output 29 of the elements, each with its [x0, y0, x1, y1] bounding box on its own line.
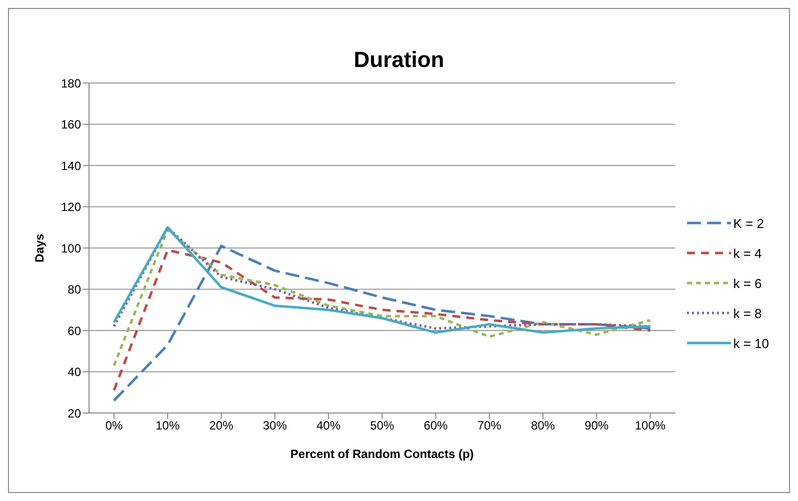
x-tick-label: 70%: [477, 418, 502, 433]
x-tick-label: 90%: [584, 418, 609, 433]
legend-label: k = 10: [733, 336, 769, 350]
y-tick-label: 180: [60, 76, 82, 90]
x-tick-label: 0%: [105, 418, 123, 433]
y-tick-label: 120: [60, 200, 82, 214]
y-tick-label: 20: [68, 406, 82, 420]
x-tick-label: 30%: [262, 418, 288, 433]
chart-title: Duration: [352, 47, 446, 73]
y-tick-label: 140: [60, 158, 82, 173]
x-tick-label: 40%: [316, 418, 341, 433]
x-tick-label: 20%: [209, 418, 234, 433]
y-tick-label: 100: [60, 241, 82, 256]
legend-label: k = 4: [733, 246, 762, 260]
line-series: [112, 228, 652, 367]
y-tick-label: 40: [68, 365, 82, 380]
y-tick-label: 60: [68, 324, 82, 338]
y-axis-title: Days: [32, 233, 46, 262]
y-tick-label: 160: [60, 118, 82, 132]
x-tick-label: 80%: [530, 418, 556, 433]
y-tick-label: 80: [68, 282, 82, 297]
x-axis-title: Percent of Random Contacts (p): [290, 447, 474, 461]
x-tick-label: 10%: [156, 418, 180, 433]
legend-label: K = 2: [733, 216, 764, 230]
legend-label: k = 6: [733, 276, 762, 290]
x-tick-label: 60%: [424, 418, 448, 433]
x-tick-label: 100%: [634, 418, 666, 433]
x-tick-label: 50%: [370, 418, 394, 433]
legend-label: k = 8: [733, 306, 762, 320]
